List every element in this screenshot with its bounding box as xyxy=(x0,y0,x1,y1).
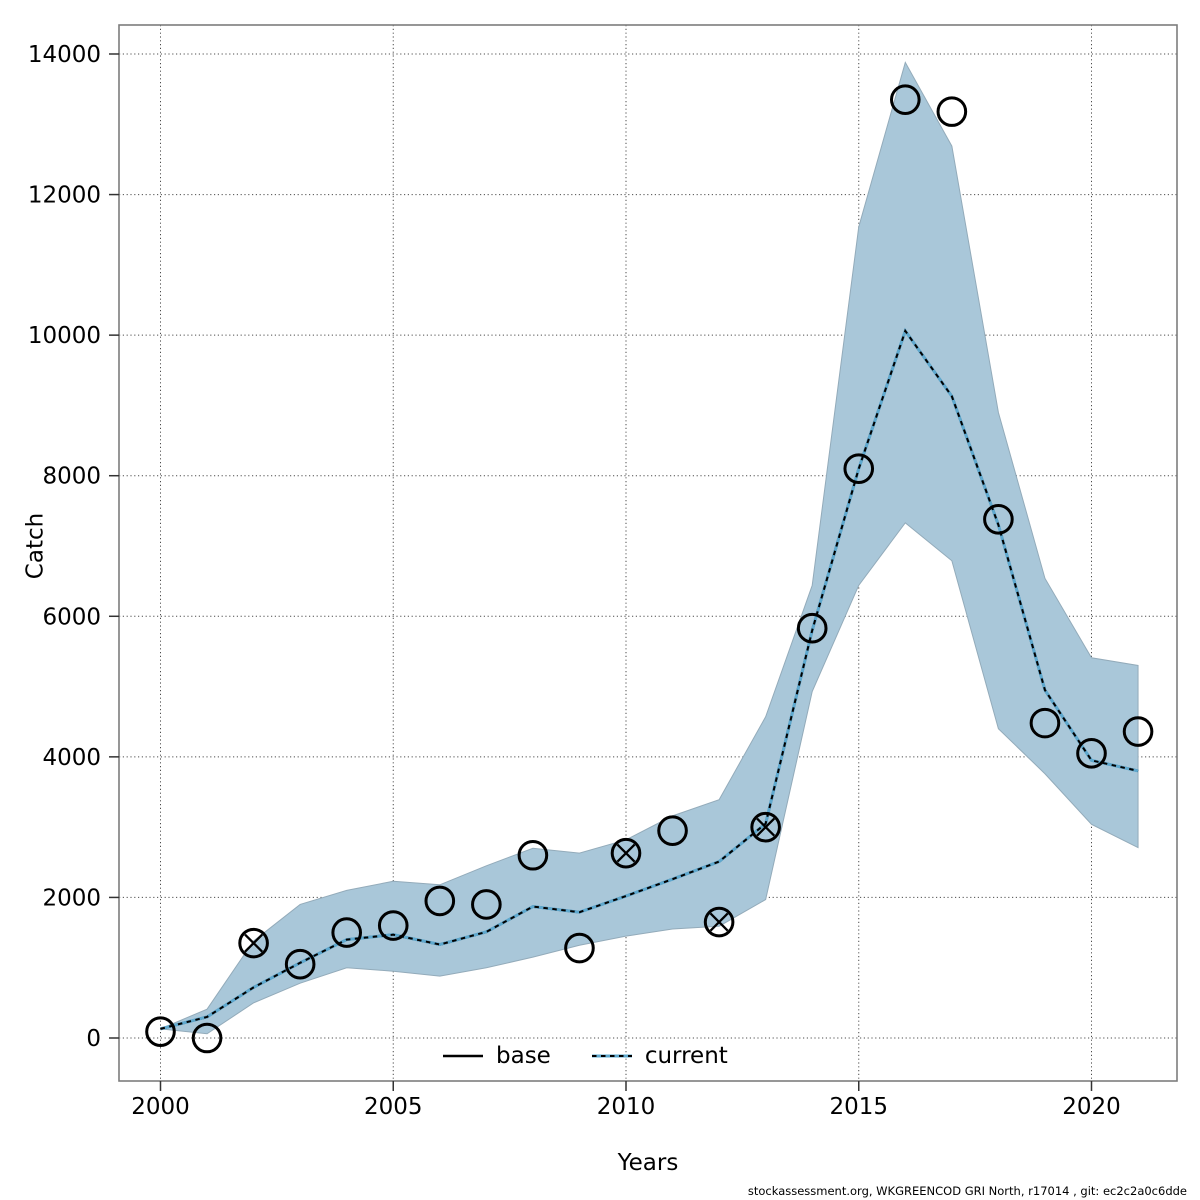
current-line-sample xyxy=(591,1054,632,1058)
y-tick-label: 0 xyxy=(86,1026,101,1052)
observation-point-2016 xyxy=(890,84,921,115)
observation-point-2007 xyxy=(471,889,502,920)
y-tick-label: 6000 xyxy=(42,604,101,630)
y-tick-label: 12000 xyxy=(28,183,101,209)
y-tick-label: 2000 xyxy=(42,885,101,911)
observation-cross-2012 xyxy=(709,912,729,932)
observation-point-2015 xyxy=(843,453,875,484)
x-tick-label: 2000 xyxy=(131,1094,190,1120)
observation-point-2000 xyxy=(145,1016,176,1047)
observation-point-2020 xyxy=(1076,738,1107,769)
observation-point-2005 xyxy=(377,910,409,941)
x-axis-title: Years xyxy=(617,1150,679,1176)
observation-cross-2002 xyxy=(244,933,264,953)
legend-label-current: current xyxy=(644,1043,728,1069)
y-tick-label: 10000 xyxy=(28,323,101,349)
observation-point-2010 xyxy=(610,837,642,869)
y-tick-label: 8000 xyxy=(42,464,101,490)
observation-point-2004 xyxy=(331,917,363,948)
observation-point-2001 xyxy=(191,1022,223,1054)
observation-point-2006 xyxy=(424,885,456,917)
plot-frame xyxy=(118,24,1178,1082)
observation-point-2009 xyxy=(564,932,595,964)
observation-point-2008 xyxy=(517,839,549,871)
y-axis-title: Catch xyxy=(22,512,49,580)
observation-point-2013 xyxy=(750,811,781,843)
observation-point-2014 xyxy=(796,612,828,644)
y-tick-label: 14000 xyxy=(28,42,101,68)
confidence-band xyxy=(160,61,1139,1035)
observation-point-2012 xyxy=(703,906,735,938)
observation-point-2003 xyxy=(284,948,316,980)
legend: base current xyxy=(443,1042,728,1070)
legend-key-current xyxy=(591,1043,632,1069)
observation-point-2019 xyxy=(1029,707,1061,739)
base-line-sample xyxy=(443,1054,483,1058)
x-tick-label: 2015 xyxy=(829,1094,888,1120)
x-tick-label: 2020 xyxy=(1062,1094,1121,1120)
observation-point-2017 xyxy=(936,96,968,127)
legend-label-base: base xyxy=(496,1043,551,1069)
current-line-dashes xyxy=(160,328,1139,1030)
attribution-text: stockassessment.org, WKGREENCOD GRI Nort… xyxy=(747,1184,1187,1198)
observation-cross-2010 xyxy=(616,843,636,863)
observation-point-2011 xyxy=(657,815,688,846)
observation-point-2018 xyxy=(983,503,1014,535)
x-tick-label: 2005 xyxy=(364,1094,423,1120)
y-tick-label: 4000 xyxy=(42,745,101,771)
observation-point-2002 xyxy=(238,927,269,959)
observation-point-2021 xyxy=(1122,716,1154,747)
legend-key-base xyxy=(443,1043,483,1069)
x-tick-label: 2010 xyxy=(597,1094,656,1120)
observation-cross-2013 xyxy=(756,817,776,837)
